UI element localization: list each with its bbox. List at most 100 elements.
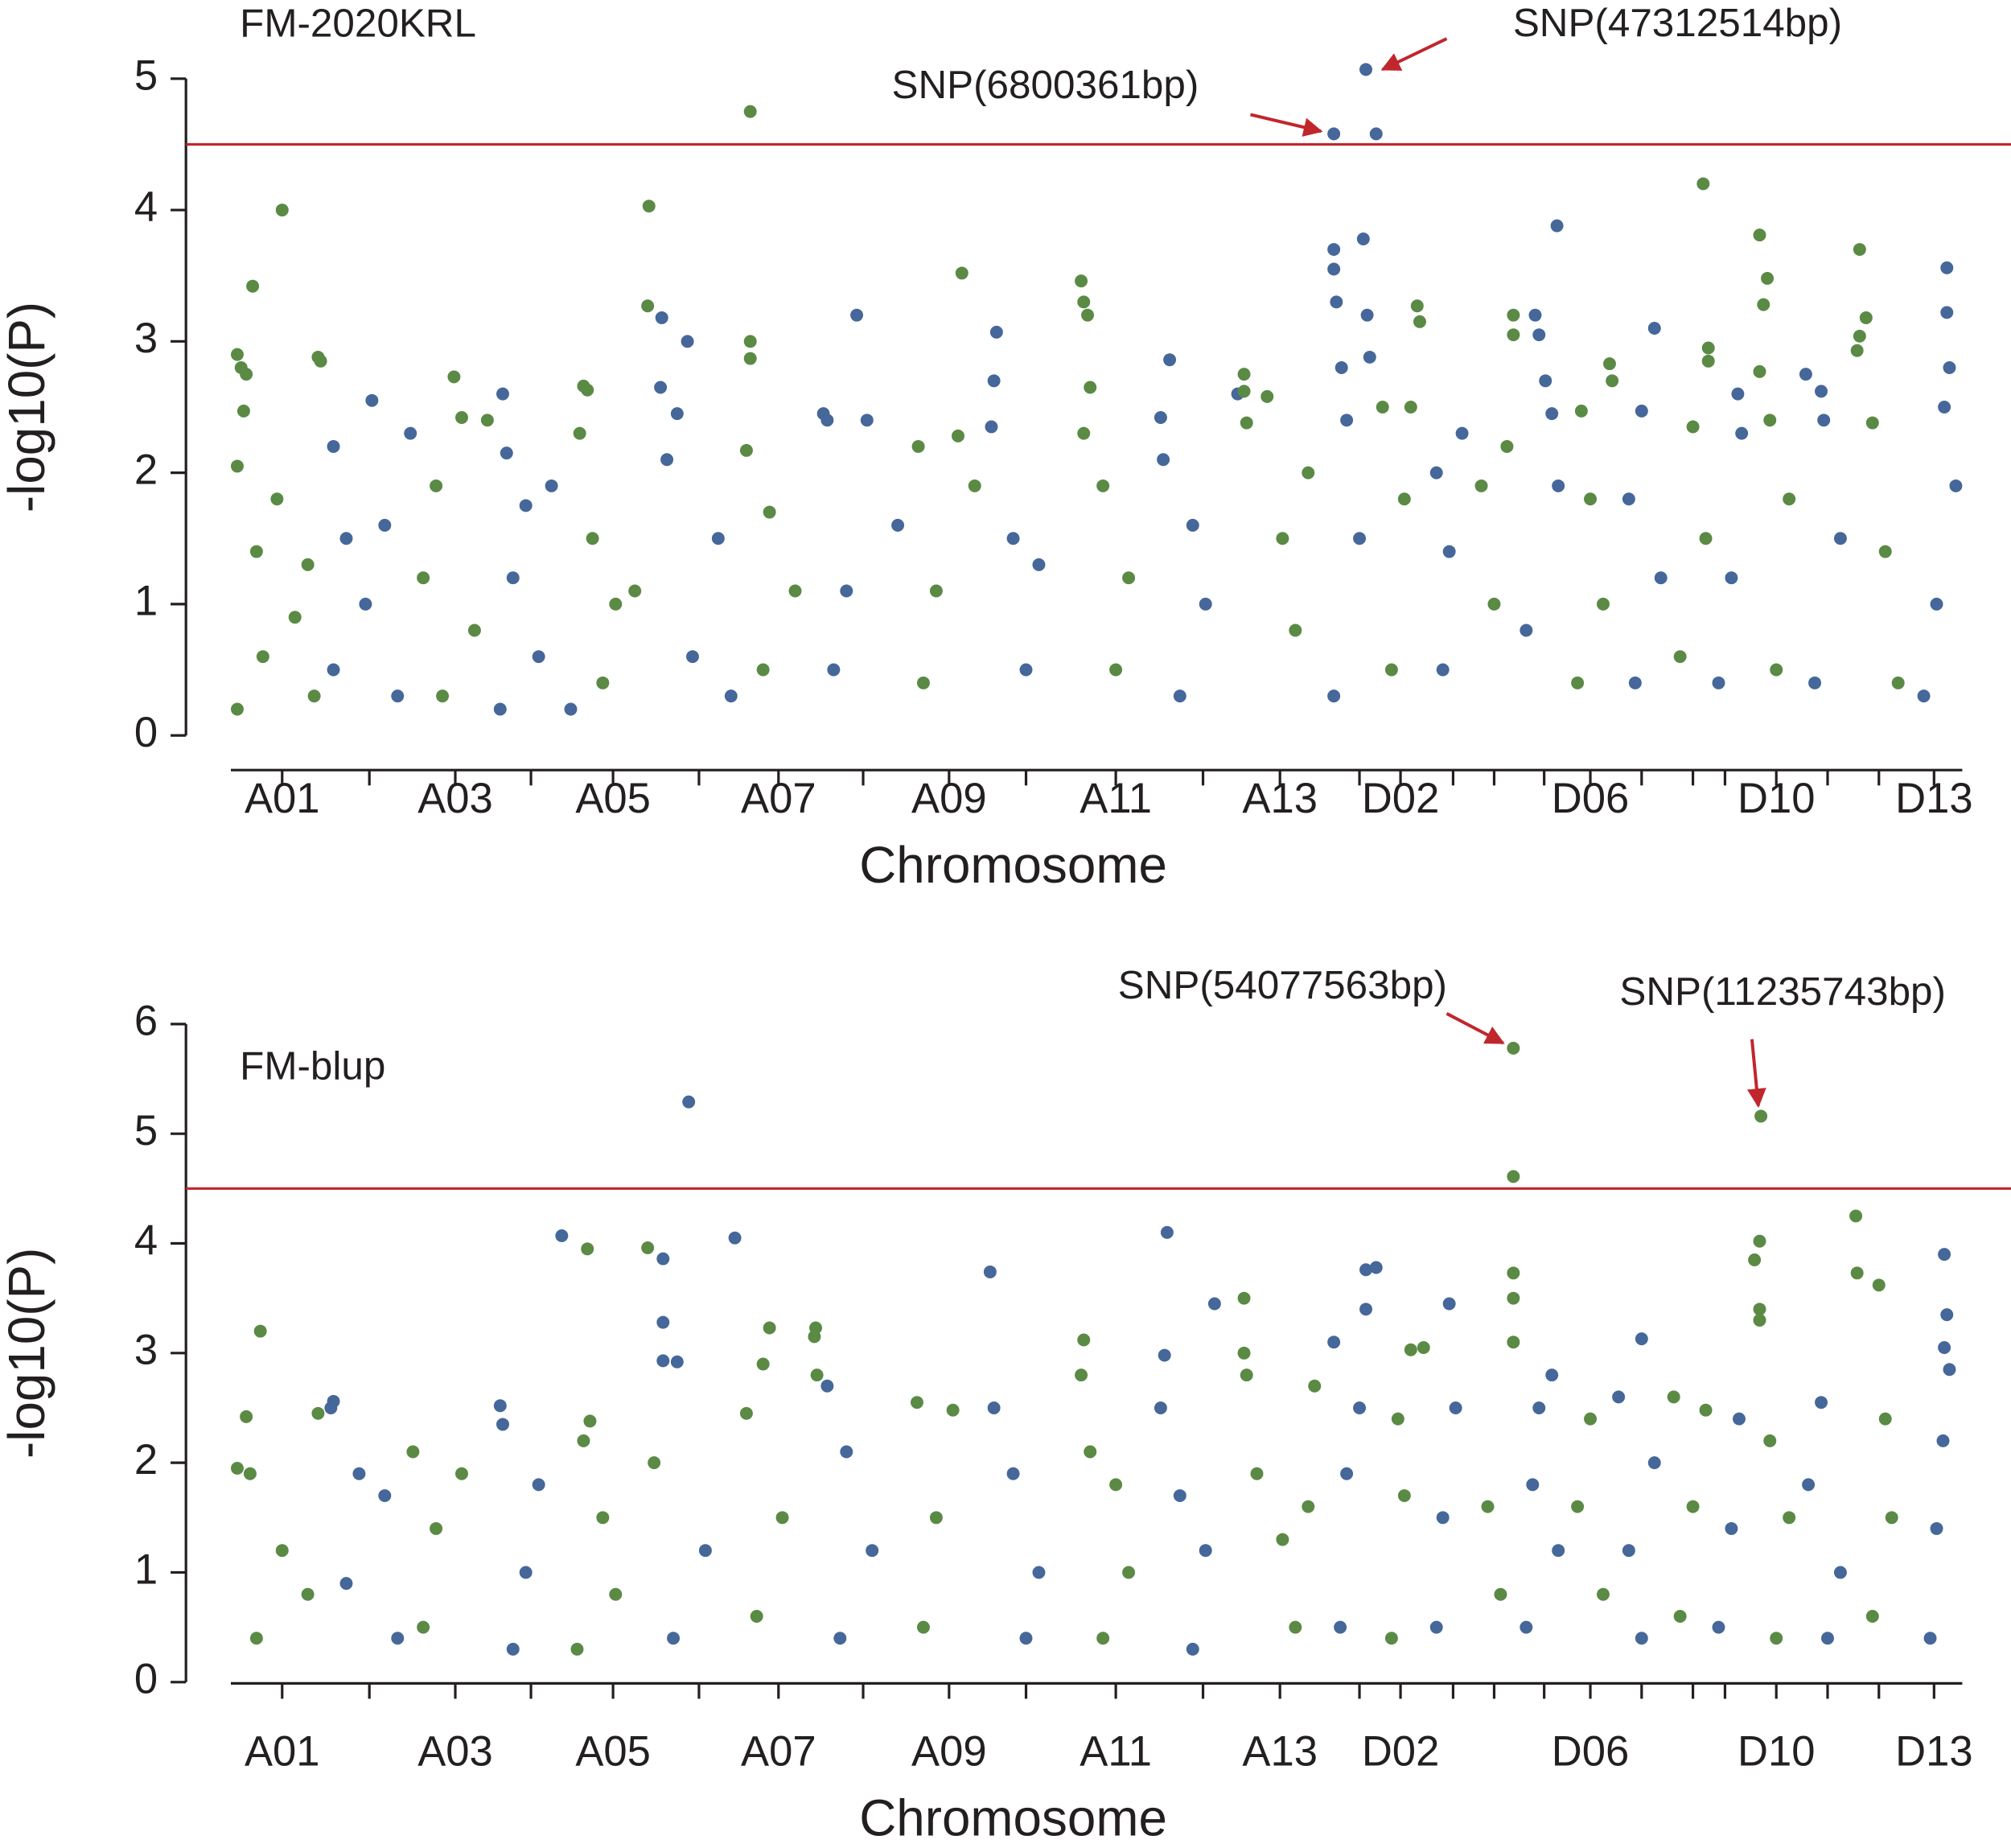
snp-point: [1654, 571, 1668, 585]
snp-point: [1849, 1209, 1863, 1223]
snp-point: [1635, 1332, 1648, 1346]
snp-point: [1250, 1467, 1264, 1480]
snp-point: [455, 1467, 468, 1480]
snp-point: [1891, 676, 1905, 689]
snp-point: [1154, 1401, 1167, 1414]
y-tick-label: 0: [134, 709, 158, 756]
snp-point: [1545, 407, 1559, 421]
snp-point: [467, 624, 481, 637]
snp-point: [253, 1324, 267, 1338]
snp-point: [1122, 571, 1136, 585]
snp-point: [1019, 1632, 1033, 1645]
snp-point: [788, 584, 802, 598]
snp-point: [327, 663, 340, 677]
snp-point: [378, 1489, 392, 1503]
snp-point: [1384, 1632, 1398, 1645]
snp-point: [1302, 1500, 1315, 1513]
y-tick-label: 2: [134, 1436, 158, 1484]
snp-point: [1571, 676, 1585, 689]
snp-point: [1647, 322, 1661, 335]
snp-point: [656, 1252, 670, 1266]
snp-point: [1334, 1620, 1347, 1634]
x-tick-label: A01: [245, 1727, 320, 1775]
snp-point: [1363, 350, 1376, 364]
snp-point: [455, 411, 468, 424]
snp-point: [1859, 311, 1873, 324]
annotation: SNP(11235743bp): [1619, 969, 1946, 1014]
snp-point: [275, 204, 289, 217]
snp-point: [833, 1632, 847, 1645]
snp-point: [506, 571, 520, 585]
snp-point: [860, 414, 874, 427]
snp-point: [946, 1403, 960, 1417]
snp-point: [1237, 385, 1251, 398]
snp-point: [728, 1231, 742, 1245]
snp-point: [1763, 1434, 1777, 1447]
y-tick-label: 4: [134, 183, 158, 231]
snp-point: [989, 325, 1003, 339]
snp-point: [1436, 663, 1450, 677]
snp-point: [648, 1456, 661, 1470]
snp-point: [1084, 381, 1097, 394]
snp-point: [1938, 1248, 1951, 1261]
snp-point: [1850, 1266, 1864, 1280]
snp-point: [1077, 426, 1091, 440]
snp-point: [1917, 689, 1931, 703]
snp-point: [1500, 439, 1514, 453]
x-tick-label: A11: [1080, 775, 1152, 822]
snp-point: [1757, 298, 1770, 311]
snp-point: [1327, 243, 1341, 257]
snp-point: [583, 1414, 597, 1428]
snp-point: [496, 387, 509, 401]
snp-point: [911, 439, 925, 453]
snp-point: [1075, 274, 1088, 288]
snp-point: [1397, 1489, 1411, 1503]
snp-point: [642, 200, 656, 213]
snp-point: [1622, 492, 1635, 506]
snp-point: [1369, 127, 1383, 141]
snp-point: [1815, 385, 1828, 398]
snp-point: [1006, 1467, 1020, 1480]
snp-point: [1334, 361, 1348, 374]
snp-point: [1260, 389, 1274, 403]
snp-point: [532, 1478, 545, 1492]
snp-point: [1748, 1253, 1762, 1266]
snp-point: [1701, 341, 1715, 355]
snp-point: [1815, 1396, 1828, 1410]
snp-point: [1735, 426, 1749, 440]
snp-point: [1199, 1544, 1212, 1558]
snp-point: [1647, 1456, 1661, 1470]
snp-point: [1006, 532, 1020, 545]
snp-point: [1783, 492, 1796, 506]
snp-point: [236, 404, 250, 418]
snp-point: [327, 439, 340, 453]
snp-point: [891, 518, 905, 532]
snp-point: [1340, 1467, 1354, 1480]
snp-point: [1584, 492, 1598, 506]
snp-point: [1442, 545, 1456, 558]
annotation: SNP(6800361bp): [892, 63, 1199, 107]
x-tick-label: D02: [1362, 775, 1440, 822]
snp-point: [1597, 597, 1610, 611]
snp-point: [1571, 1500, 1585, 1513]
snp-point: [230, 702, 244, 716]
snp-point: [1753, 228, 1766, 242]
snp-point: [301, 558, 315, 571]
snp-point: [1612, 1390, 1626, 1404]
snp-point: [1157, 453, 1170, 467]
snp-point: [1327, 127, 1341, 141]
snp-point: [1878, 545, 1892, 558]
snp-point: [249, 1632, 263, 1645]
snp-point: [1019, 663, 1033, 677]
x-tick-label: A07: [741, 1727, 816, 1775]
snp-point: [1340, 414, 1354, 427]
snp-point: [641, 1241, 655, 1254]
snp-point: [655, 311, 668, 324]
snp-point: [681, 335, 694, 348]
snp-point: [249, 545, 263, 558]
snp-point: [1494, 1587, 1507, 1601]
snp-point: [1417, 1341, 1430, 1354]
annotation: SNP(54077563bp): [1118, 963, 1447, 1007]
snp-point: [1865, 1610, 1879, 1623]
snp-point: [311, 1406, 325, 1420]
